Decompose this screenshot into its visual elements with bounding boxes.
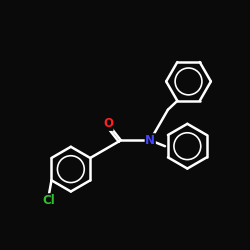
Text: N: N [145,134,155,147]
Text: Cl: Cl [42,194,55,207]
Text: O: O [103,117,113,130]
